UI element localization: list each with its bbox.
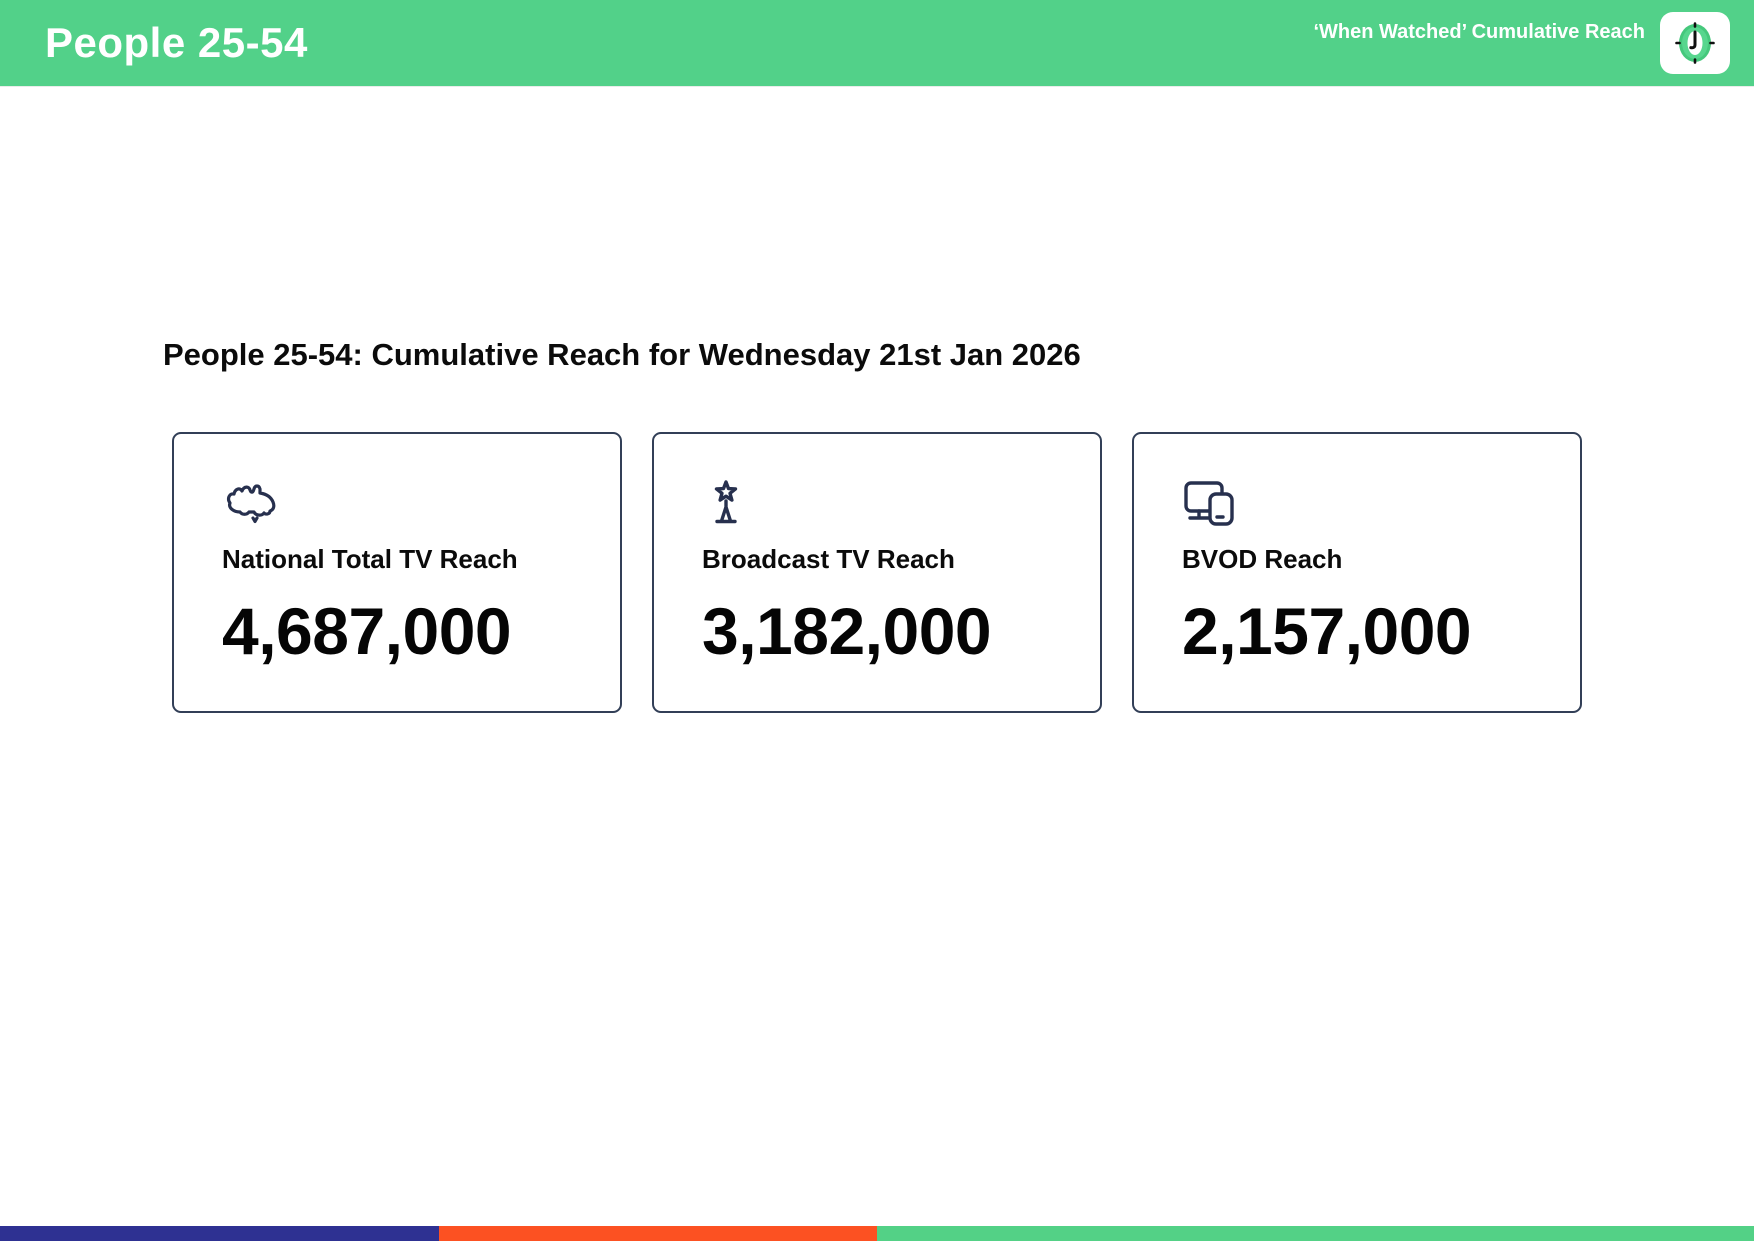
report-heading: People 25-54: Cumulative Reach for Wedne… (163, 337, 1081, 372)
clock-icon (1669, 20, 1721, 66)
kpi-label: BVOD Reach (1182, 544, 1343, 575)
footer-green-segment (877, 1226, 1754, 1241)
header-bar: People 25-54 ‘When Watched’ Cumulative R… (0, 0, 1754, 87)
header-right-group: ‘When Watched’ Cumulative Reach (1313, 12, 1730, 74)
footer-color-bar (0, 1226, 1754, 1241)
footer-orange-segment (438, 1226, 877, 1241)
kpi-value: 2,157,000 (1182, 594, 1472, 669)
header-subtitle: ‘When Watched’ Cumulative Reach (1313, 20, 1645, 43)
kpi-value: 3,182,000 (702, 594, 992, 669)
kpi-card-national-total-tv: National Total TV Reach 4,687,000 (172, 432, 622, 714)
kpi-value: 4,687,000 (222, 594, 512, 669)
broadcast-star-tower-icon (702, 476, 1080, 532)
tv-and-phone-icon (1182, 476, 1560, 532)
main-content: People 25-54: Cumulative Reach for Wedne… (0, 87, 1754, 1226)
kpi-card-broadcast-tv: Broadcast TV Reach 3,182,000 (652, 432, 1102, 714)
kpi-cards-row: National Total TV Reach 4,687,000 Broadc… (172, 432, 1754, 714)
page-title: People 25-54 (45, 19, 308, 66)
kpi-card-bvod: BVOD Reach 2,157,000 (1132, 432, 1582, 714)
kpi-label: Broadcast TV Reach (702, 544, 955, 575)
australia-map-icon (222, 476, 600, 532)
footer-blue-segment (0, 1226, 439, 1241)
kpi-label: National Total TV Reach (222, 544, 518, 575)
clock-badge (1660, 12, 1730, 74)
